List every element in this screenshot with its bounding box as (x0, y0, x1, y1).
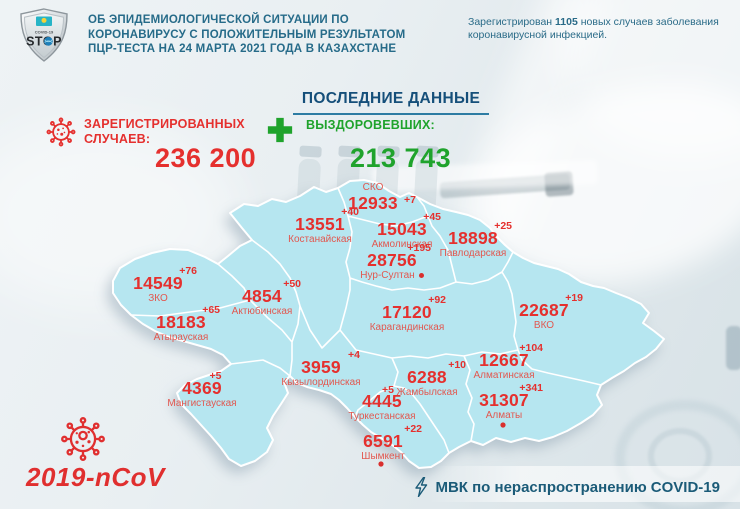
page-title: ОБ ЭПИДЕМИОЛОГИЧЕСКОЙ СИТУАЦИИ ПО КОРОНА… (88, 13, 405, 57)
region-label-mangystau: +5 4369 Мангистауская (167, 370, 237, 409)
region-label-zko: +76 14549 ЗКО (133, 265, 197, 304)
region-label-shymkent: +22 6591 Шымкент (361, 423, 422, 462)
title-line-3: ПЦР-ТЕСТА НА 24 МАРТА 2021 ГОДА В КАЗАХС… (88, 43, 397, 55)
registered-label: ЗАРЕГИСТРИРОВАННЫХ СЛУЧАЕВ: (84, 117, 245, 146)
new-cases-note: Зарегистрирован 1105 новых случаев забол… (468, 16, 732, 42)
region-label-turkestan: +5 4445 Туркестанская (348, 384, 416, 422)
almaty-city-marker (500, 422, 506, 428)
note-count: 1105 (555, 16, 578, 28)
region-label-almaty-city: +341 31307 Алматы (479, 382, 543, 421)
logo-globe-icon (44, 36, 53, 46)
region-label-pavlodar: +25 18898 Павлодарская (439, 220, 512, 259)
region-label-akmola: +45 15043 Акмолинская (371, 211, 441, 250)
title-line-1: ОБ ЭПИДЕМИОЛОГИЧЕСКОЙ СИТУАЦИИ ПО (88, 14, 349, 26)
nur-sultan-city-marker (418, 272, 424, 278)
recovered-value: 213 743 (350, 143, 452, 173)
region-label-aktobe: +50 4854 Актюбинская (231, 278, 301, 317)
region-label-almaty-region: +104 12667 Алматинская (473, 342, 544, 381)
committee-text: МВК по нераспространению COVID-19 (435, 478, 720, 496)
logo-covid-label: COVID-19 (35, 30, 54, 35)
recovered-label: ВЫЗДОРОВЕВШИХ: (306, 118, 435, 132)
plus-icon (267, 117, 293, 143)
coronavirus-icon (61, 417, 105, 461)
region-label-kostanay: +40 13551 Костанайская (288, 206, 359, 245)
region-label-vko: +19 22687 ВКО (519, 292, 583, 331)
committee-label: МВК по нераспространению COVID-19 (414, 477, 720, 497)
region-label-zhambyl: +10 6288 Жамбылская (396, 359, 467, 398)
region-label-kyzylorda: +4 3959 Кызылординская (281, 349, 361, 388)
lightning-icon (415, 477, 428, 497)
virus-icon (46, 117, 76, 147)
registered-value: 236 200 (155, 143, 257, 173)
note-suffix: новых случаев заболевания коронавирусной… (468, 16, 719, 41)
region-label-nur-sultan: +195 28756 Нур-Султан (360, 242, 431, 281)
note-prefix: Зарегистрирован (468, 16, 553, 28)
shymkent-city-marker (378, 461, 384, 467)
region-borders (130, 187, 602, 454)
stop-covid-logo: COVID-19 STOP (20, 8, 68, 62)
region-label-sko: СКО +7 12933 (348, 182, 416, 213)
region-label-karaganda: +92 17120 Карагандинская (369, 294, 446, 333)
logo-stop-label: STOP (26, 35, 62, 49)
virus-name-label: 2019-nCoV (26, 462, 165, 492)
title-line-2: КОРОНАВИРУСУ С ПОЛОЖИТЕЛЬНЫМ РЕЗУЛЬТАТОМ (88, 28, 406, 41)
region-label-atyrau: +65 18183 Атырауская (153, 304, 220, 343)
latest-data-heading: ПОСЛЕДНИЕ ДАННЫЕ (293, 90, 489, 115)
